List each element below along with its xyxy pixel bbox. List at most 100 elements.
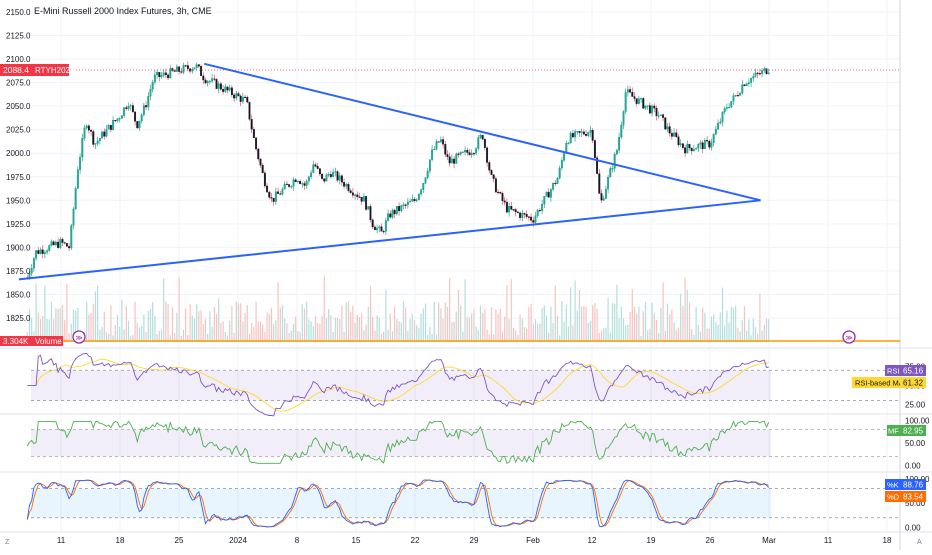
volume-bar	[431, 333, 433, 342]
candle-body	[512, 209, 515, 211]
candle-body	[182, 65, 185, 73]
volume-bar	[86, 301, 88, 342]
candle-body	[611, 168, 614, 170]
trendline[interactable]	[204, 62, 761, 202]
candle-body	[424, 177, 427, 184]
volume-bar	[530, 303, 532, 342]
candle-body	[673, 132, 676, 137]
candle-body	[587, 132, 590, 136]
candle-body	[666, 126, 669, 130]
candle-body	[615, 150, 618, 155]
candle-body	[63, 242, 66, 244]
candle-body	[435, 141, 438, 150]
volume-bar	[598, 332, 600, 342]
candle-body	[763, 68, 766, 71]
indicator-panes	[26, 353, 900, 528]
candle-body	[472, 153, 475, 155]
k-label: %K	[887, 481, 899, 490]
candle-body	[659, 114, 662, 116]
volume-bar	[99, 329, 101, 342]
candle-body	[261, 165, 264, 174]
event-marker-icon[interactable]: ≫	[842, 330, 856, 344]
volume-bar	[90, 313, 92, 342]
volume-bar	[561, 301, 563, 342]
candle-body	[714, 129, 717, 135]
rsi-label-badge	[885, 365, 900, 376]
volume-bar	[717, 324, 719, 342]
candle-body	[767, 72, 770, 75]
auto-scale-icon[interactable]: A	[917, 539, 922, 546]
volume-bar	[299, 331, 301, 342]
volume-bar	[112, 335, 114, 342]
candle-body	[120, 115, 123, 119]
zoom-icon[interactable]: Z	[5, 539, 10, 546]
volume-bar	[468, 317, 471, 342]
volume-bar	[57, 308, 59, 342]
candle-body	[477, 137, 480, 149]
volume-bar	[732, 307, 735, 342]
volume-bar	[521, 318, 523, 342]
candle-body	[250, 119, 253, 130]
candle-body	[420, 189, 423, 195]
trendline[interactable]	[18, 199, 761, 281]
dividend-marker-icon[interactable]: ≫	[72, 330, 86, 344]
candle-body	[679, 143, 682, 146]
candle-body	[651, 105, 654, 114]
volume-bar	[321, 316, 323, 342]
volume-bar	[506, 285, 508, 342]
candle-body	[39, 249, 42, 254]
volume-bar	[28, 309, 31, 342]
volume-bar	[171, 307, 174, 342]
candle-body	[437, 141, 440, 143]
volume-bar	[563, 321, 565, 342]
candle-body	[98, 138, 101, 142]
trendlines[interactable]	[18, 62, 761, 281]
candle-body	[552, 182, 555, 190]
volume-bar	[609, 332, 611, 342]
candle-body	[369, 206, 372, 220]
y-tick-label: 1850.0	[6, 290, 31, 299]
volume-bar	[440, 308, 442, 342]
candle-body	[492, 174, 495, 179]
candle-body	[191, 68, 194, 72]
candle-body	[213, 78, 216, 80]
x-tick-label: Mar	[762, 536, 776, 545]
volume-bar	[226, 335, 229, 342]
candle-body	[138, 120, 141, 129]
candle-body	[411, 198, 414, 202]
volume-bar	[583, 306, 585, 342]
volume-bar	[739, 331, 741, 342]
volume-bar	[75, 310, 77, 342]
candle-body	[481, 135, 484, 140]
candle-body	[268, 191, 271, 198]
candle-body	[266, 185, 269, 193]
candle-body	[521, 213, 524, 218]
volume-bar	[642, 311, 644, 342]
volume-bar	[550, 306, 552, 342]
candle-body	[464, 150, 467, 153]
candle-body	[380, 226, 383, 232]
candle-body	[68, 246, 71, 249]
candle-body	[35, 250, 38, 259]
candle-body	[228, 87, 231, 91]
candle-body	[81, 138, 84, 158]
volume-bar	[72, 309, 75, 342]
volume-bar	[633, 306, 636, 342]
candle-body	[112, 120, 115, 130]
candle-body	[314, 164, 317, 167]
volume-bar	[622, 318, 625, 342]
candle-body	[382, 231, 385, 233]
candle-body	[184, 65, 187, 67]
volume-bar	[367, 306, 369, 342]
mf-line	[26, 420, 770, 464]
volume-bar	[748, 319, 750, 342]
volume-bar	[614, 303, 616, 342]
volume-bar	[673, 322, 675, 342]
candle-body	[567, 142, 570, 144]
volume-bar	[383, 331, 385, 342]
volume-bar	[389, 313, 391, 342]
candle-body	[686, 144, 689, 154]
candle-body	[455, 153, 458, 164]
candle-body	[263, 172, 266, 187]
